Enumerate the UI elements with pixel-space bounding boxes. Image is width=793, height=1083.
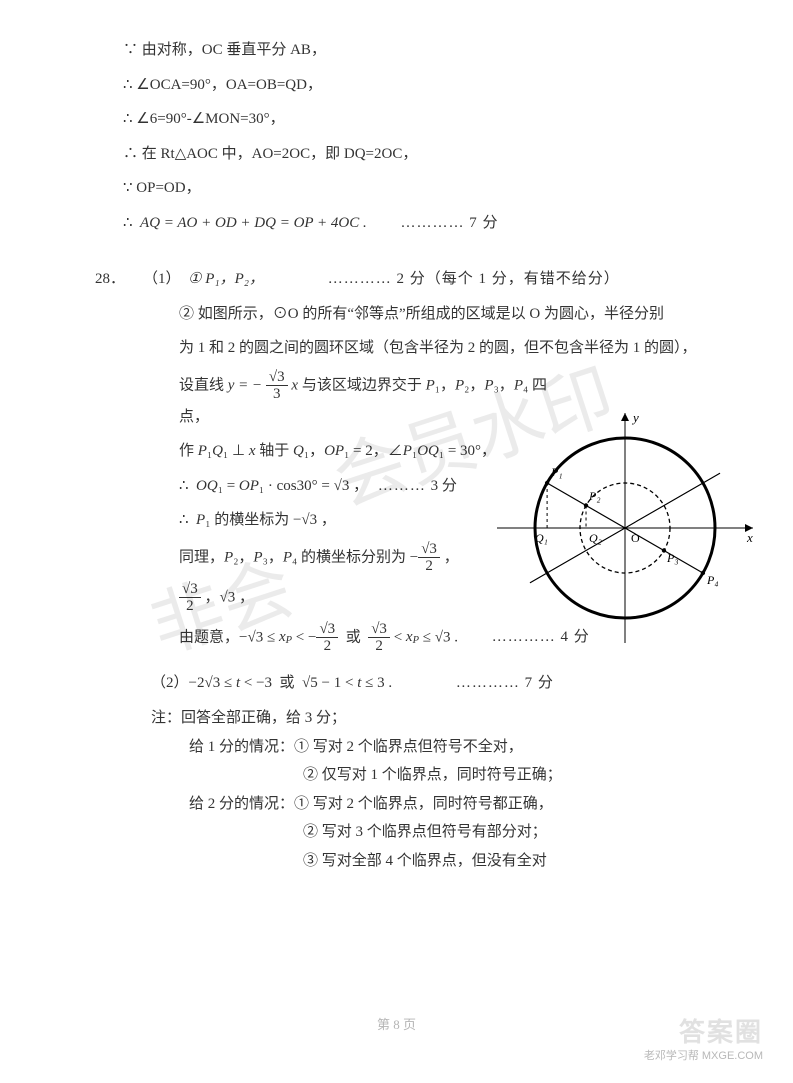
q28-sub3-a: 设直线 <box>179 377 228 393</box>
line-0: 由对称，OC 垂直平分 AB， <box>142 42 326 58</box>
label-p3: P₃ <box>666 551 679 565</box>
q28-note1b: ② 仅写对 1 个临界点，同时符号正确； <box>303 764 723 787</box>
q28-sub1-score: ………… 2 分（每个 1 分，有错不给分） <box>328 265 620 294</box>
label-q2: Q₂ <box>589 531 602 545</box>
line-4: OP=OD， <box>136 180 200 196</box>
q28-number: 28． <box>95 265 143 294</box>
annulus-graph: x y O <box>495 408 755 648</box>
therefore-1: ∴ <box>123 77 136 93</box>
q28-note2: 给 2 分的情况：① 写对 2 个临界点，同时符号都正确， <box>189 793 723 816</box>
therefore-5: ∴ <box>123 215 136 231</box>
label-q1: Q₁ <box>535 531 548 545</box>
label-p4: P₄ <box>706 573 719 587</box>
q28-part1: （1） <box>143 271 181 287</box>
footer-brand: 答案圈 <box>543 1012 763 1049</box>
q28-note2b: ② 写对 3 个临界点但符号有部分对； <box>303 821 723 844</box>
q28-sub1: ① P₁，P₂， <box>188 271 264 287</box>
line-3: 在 Rt△AOC 中，AO=2OC，即 DQ=2OC， <box>142 146 418 162</box>
q28-sub2-l2: 为 1 和 2 的圆之间的圆环区域（包含半径为 2 的圆，但不包含半径为 1 的… <box>179 334 723 363</box>
label-p1: P₁ <box>550 465 563 479</box>
footer-sub: 老邓学习帮 MXGE.COM <box>543 1047 763 1063</box>
x-axis-label: x <box>746 530 753 545</box>
origin-label: O <box>631 531 640 545</box>
therefore-3: ∴ <box>123 146 142 162</box>
y-axis-label: y <box>631 410 639 425</box>
q28-sub2-l1: ② 如图所示，⊙O 的所有“邻等点”所组成的区域是以 O 为圆心，半径分别 <box>179 300 723 329</box>
line-5: AQ = AO + OD + DQ = OP + 4OC . <box>140 215 367 231</box>
frac-1: √33 <box>266 369 288 403</box>
label-p2: P₂ <box>588 489 601 503</box>
because-0: ∵ <box>123 42 142 58</box>
q28-note1: 给 1 分的情况：① 写对 2 个临界点但符号不全对， <box>189 736 723 759</box>
q28-note2c: ③ 写对全部 4 个临界点，但没有全对 <box>303 850 723 873</box>
because-4: ∵ <box>123 180 136 196</box>
line-1: ∠OCA=90°，OA=OB=QD， <box>136 77 322 93</box>
q28-sub3-eq: y = − <box>228 377 262 393</box>
footer-brand-block: 答案圈 老邓学习帮 MXGE.COM <box>543 1012 763 1063</box>
q28-note-head: 注：回答全部正确，给 3 分； <box>151 707 723 730</box>
q28-part2: （2）−2√3 ≤ t < −3 或 √5 − 1 < t ≤ 3 . …………… <box>151 669 723 698</box>
score-5: ………… 7 分 <box>401 209 499 238</box>
line-2: ∠6=90°-∠MON=30°， <box>136 111 284 127</box>
therefore-2: ∴ <box>123 111 136 127</box>
